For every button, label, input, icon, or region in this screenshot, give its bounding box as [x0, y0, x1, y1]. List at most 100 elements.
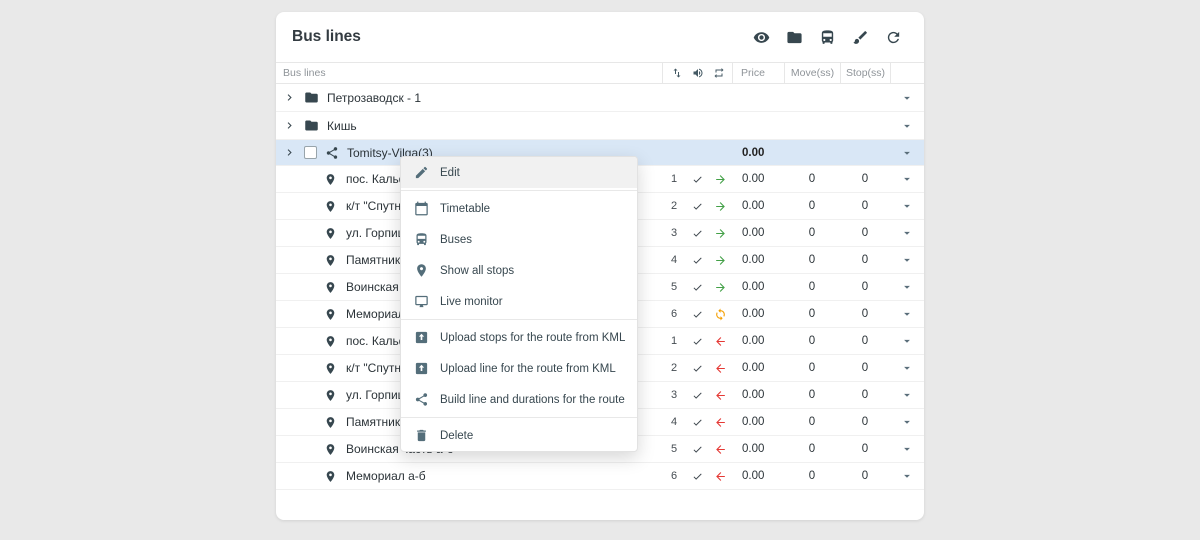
- folder-row[interactable]: Кишь: [276, 112, 924, 140]
- folder-icon: [304, 90, 319, 105]
- empty-cell: [686, 84, 708, 111]
- empty-cell: [662, 112, 686, 139]
- stop-check-cell: [686, 274, 708, 300]
- row-menu-button[interactable]: [899, 252, 915, 268]
- stop-move: 0: [784, 247, 840, 273]
- row-menu-button[interactable]: [899, 468, 915, 484]
- pin-icon: [324, 308, 337, 321]
- stop-move: 0: [784, 463, 840, 489]
- stop-direction-cell: [708, 382, 732, 408]
- stop-direction-cell: [708, 166, 732, 192]
- stop-row[interactable]: Мемориал а-б60.0000: [276, 463, 924, 490]
- stop-check-cell: [686, 409, 708, 435]
- pin-icon: [324, 335, 337, 348]
- stop-order: 5: [662, 436, 686, 462]
- row-caret-cell: [890, 463, 924, 489]
- column-header-move[interactable]: Move(ss): [784, 63, 840, 83]
- repeat-icon[interactable]: [713, 67, 725, 79]
- row-caret-cell: [890, 355, 924, 381]
- column-header-name[interactable]: Bus lines: [276, 63, 662, 83]
- arrow-left-icon: [714, 470, 727, 483]
- stop-price: 0.00: [732, 193, 784, 219]
- caret-down-icon: [900, 388, 914, 402]
- caret-down-icon: [900, 119, 914, 133]
- stop-stop: 0: [840, 193, 890, 219]
- stop-check-cell: [686, 463, 708, 489]
- stop-move: 0: [784, 301, 840, 327]
- brush-button[interactable]: [851, 28, 869, 46]
- row-menu-button[interactable]: [899, 118, 915, 134]
- menu-item-timetable[interactable]: Timetable: [401, 193, 637, 224]
- row-menu-button[interactable]: [899, 360, 915, 376]
- menu-item-show-all-stops[interactable]: Show all stops: [401, 255, 637, 286]
- row-menu-button[interactable]: [899, 306, 915, 322]
- row-menu-button[interactable]: [899, 225, 915, 241]
- pin-icon: [324, 416, 337, 429]
- row-caret-cell: [890, 382, 924, 408]
- folders-button[interactable]: [785, 28, 803, 46]
- menu-separator: [401, 319, 637, 320]
- empty-cell: [840, 112, 890, 139]
- row-caret-cell: [890, 220, 924, 246]
- check-icon: [692, 417, 703, 428]
- stop-check-cell: [686, 166, 708, 192]
- speaker-icon[interactable]: [692, 67, 704, 79]
- menu-item-delete[interactable]: Delete: [401, 420, 637, 451]
- stop-move: 0: [784, 166, 840, 192]
- stop-order: 4: [662, 247, 686, 273]
- check-icon: [692, 255, 703, 266]
- route-checkbox[interactable]: [304, 146, 317, 159]
- stop-check-cell: [686, 382, 708, 408]
- menu-item-upload-line-kml[interactable]: Upload line for the route from KML: [401, 353, 637, 384]
- pin-icon: [324, 389, 337, 402]
- stop-direction-cell: [708, 301, 732, 327]
- folder-label: Кишь: [327, 119, 357, 133]
- folder-icon: [304, 118, 319, 133]
- menu-item-label: Edit: [440, 167, 460, 179]
- stop-move: 0: [784, 220, 840, 246]
- stop-direction-cell: [708, 409, 732, 435]
- menu-item-edit[interactable]: Edit: [401, 157, 637, 188]
- row-menu-button[interactable]: [899, 145, 915, 161]
- row-menu-button[interactable]: [899, 414, 915, 430]
- buses-button[interactable]: [818, 28, 836, 46]
- column-header-stop[interactable]: Stop(ss): [840, 63, 890, 83]
- caret-down-icon: [900, 307, 914, 321]
- menu-item-buses[interactable]: Buses: [401, 224, 637, 255]
- stop-price: 0.00: [732, 409, 784, 435]
- stop-order: 3: [662, 220, 686, 246]
- row-menu-button[interactable]: [899, 333, 915, 349]
- folder-row[interactable]: Петрозаводск - 1: [276, 84, 924, 112]
- row-menu-button[interactable]: [899, 198, 915, 214]
- stop-order: 3: [662, 382, 686, 408]
- row-menu-button[interactable]: [899, 279, 915, 295]
- chevron-right-icon: [283, 146, 296, 159]
- column-header-price[interactable]: Price: [732, 63, 784, 83]
- menu-item-upload-stops-kml[interactable]: Upload stops for the route from KML: [401, 322, 637, 353]
- chevron-right-icon: [283, 119, 296, 132]
- visibility-button[interactable]: [752, 28, 770, 46]
- stop-price: 0.00: [732, 274, 784, 300]
- stop-order: 2: [662, 193, 686, 219]
- pin-icon: [324, 281, 337, 294]
- stop-direction-cell: [708, 247, 732, 273]
- stop-stop: 0: [840, 355, 890, 381]
- row-menu-button[interactable]: [899, 90, 915, 106]
- menu-item-label: Delete: [440, 430, 473, 442]
- stop-order: 4: [662, 409, 686, 435]
- sort-icon[interactable]: [671, 67, 683, 79]
- check-icon: [692, 228, 703, 239]
- stop-direction-cell: [708, 193, 732, 219]
- stop-move: 0: [784, 193, 840, 219]
- check-icon: [692, 336, 703, 347]
- refresh-button[interactable]: [884, 28, 902, 46]
- menu-item-live-monitor[interactable]: Live monitor: [401, 286, 637, 317]
- stop-direction-cell: [708, 328, 732, 354]
- menu-item-label: Upload stops for the route from KML: [440, 332, 625, 344]
- row-menu-button[interactable]: [899, 387, 915, 403]
- menu-item-build-line[interactable]: Build line and durations for the route: [401, 384, 637, 415]
- row-menu-button[interactable]: [899, 441, 915, 457]
- stop-price: 0.00: [732, 301, 784, 327]
- row-menu-button[interactable]: [899, 171, 915, 187]
- stop-row-main: Мемориал а-б: [276, 469, 662, 483]
